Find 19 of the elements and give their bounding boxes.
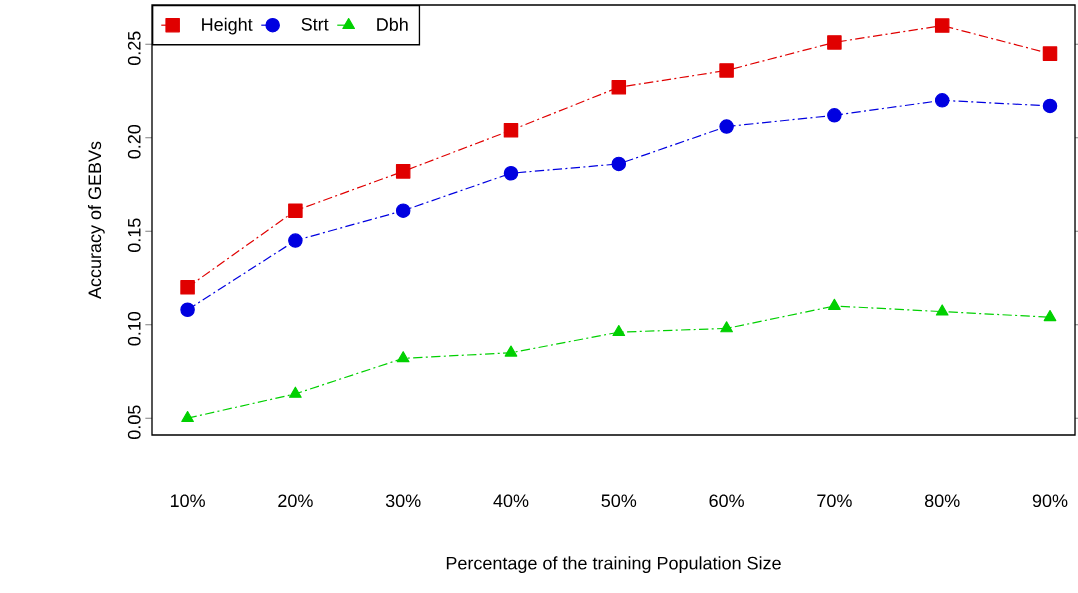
x-axis-title: Percentage of the training Population Size	[446, 556, 781, 574]
legend-label: Strt	[301, 17, 329, 31]
legend-label: Height	[202, 17, 253, 35]
y-tick-label: 0.25	[127, 31, 141, 66]
x-tick-label: 90%	[1032, 494, 1068, 508]
x-tick-label: 60%	[709, 494, 744, 508]
x-tick-label: 40%	[493, 494, 529, 508]
y-tick-label: 0.05	[127, 405, 141, 439]
x-tick-label: 20%	[278, 494, 313, 508]
x-tick-label: 70%	[817, 494, 852, 508]
x-tick-label: 50%	[601, 494, 637, 508]
y-tick-label: 0.15	[127, 218, 141, 253]
x-tick-label: 30%	[385, 494, 421, 508]
y-tick-label: 0.20	[127, 124, 141, 159]
y-tick-label: 0.10	[127, 311, 141, 346]
x-tick-label: 10%	[170, 494, 205, 508]
y-axis-title: Accuracy of GEBVs	[87, 141, 105, 299]
legend-label: Dbh	[377, 17, 408, 31]
x-tick-label: 80%	[924, 494, 960, 508]
